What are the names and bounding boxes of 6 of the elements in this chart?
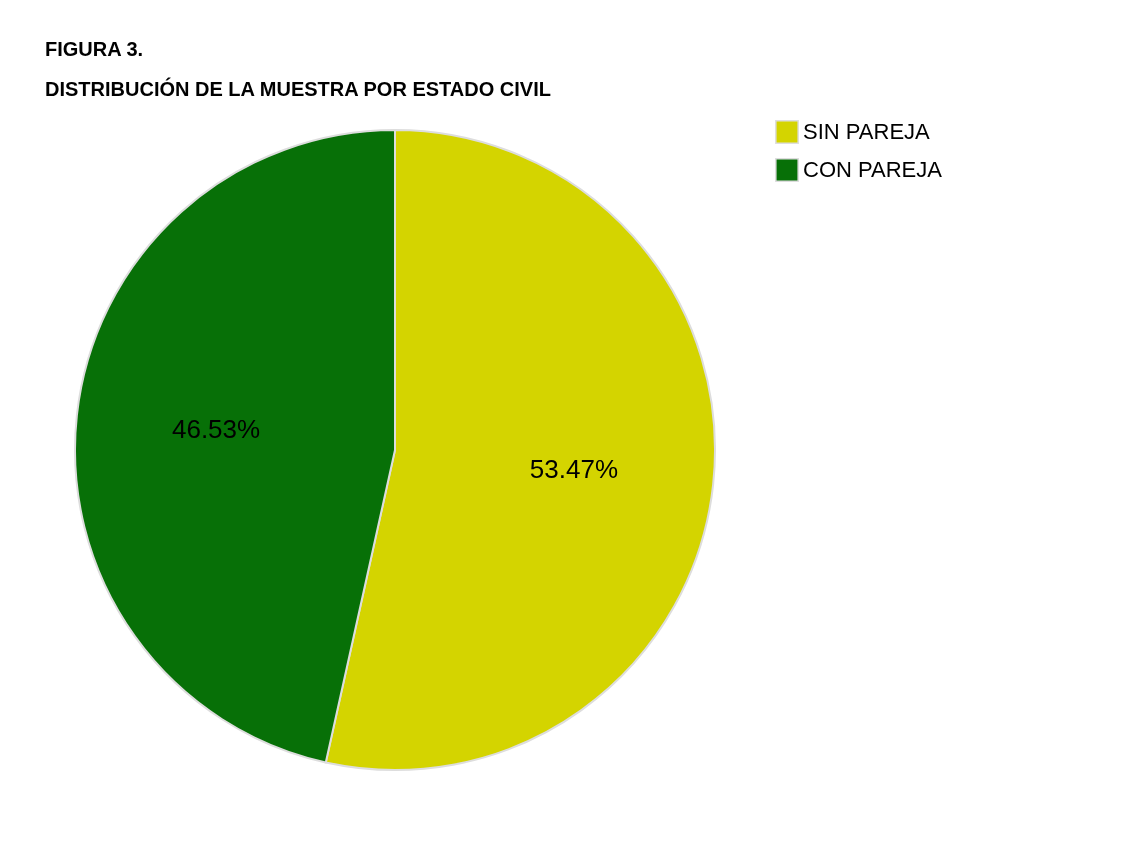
legend-label: CON PAREJA (803, 157, 943, 182)
chart-subtitle: DISTRIBUCIÓN DE LA MUESTRA POR ESTADO CIVIL (45, 77, 551, 100)
legend-label: SIN PAREJA (803, 119, 931, 144)
chart-title: FIGURA 3. (45, 38, 144, 60)
data-label: 53.47% (529, 453, 619, 484)
data-label: 46.53% (171, 414, 261, 445)
